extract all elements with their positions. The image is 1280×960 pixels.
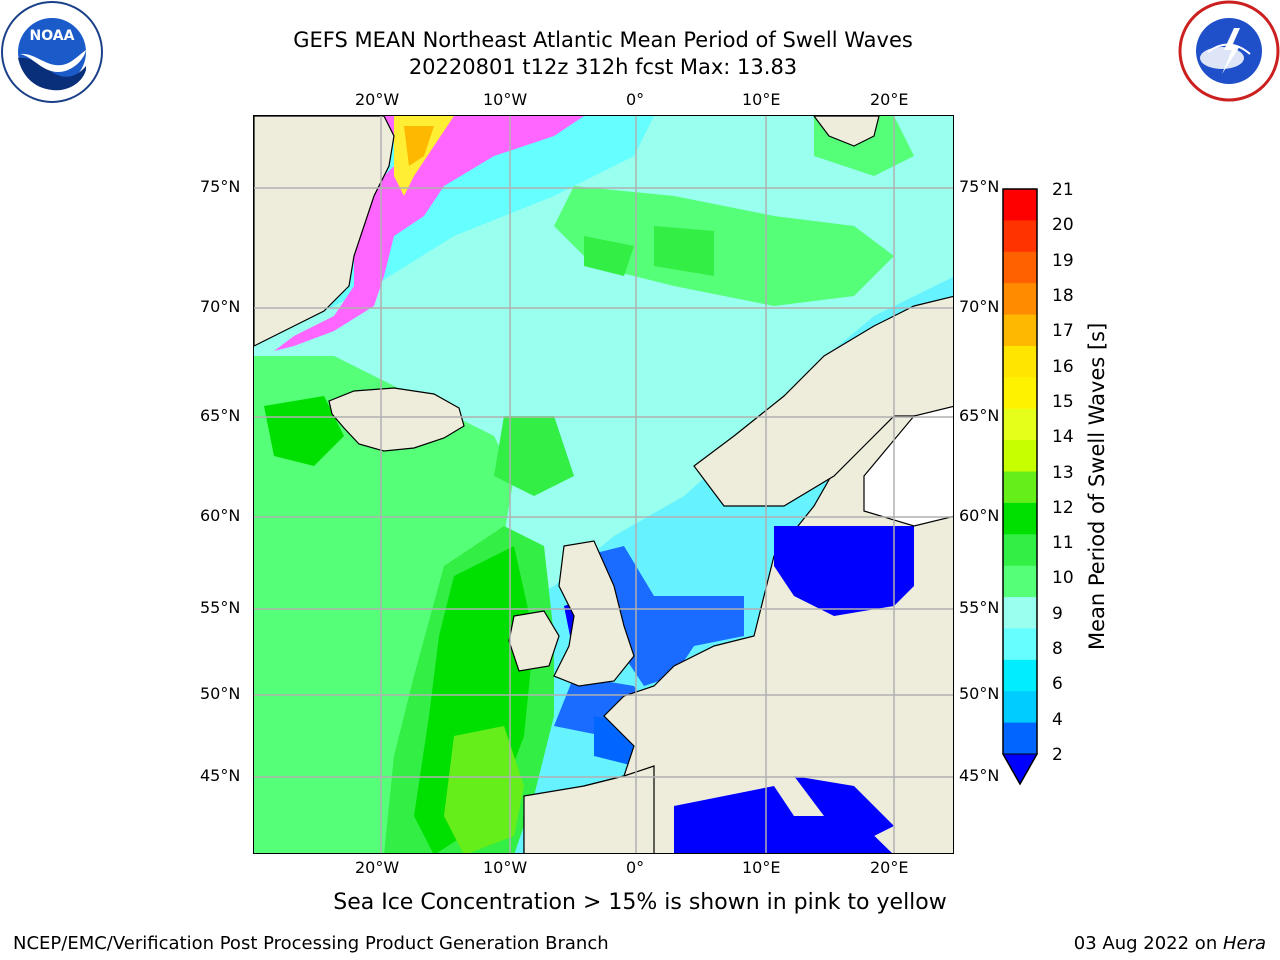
- colorbar-swatch: [1003, 691, 1037, 724]
- green-west: [254, 356, 514, 853]
- colorbar-swatch: [1003, 628, 1037, 661]
- colorbar-svg: [1002, 188, 1038, 786]
- colorbar-tick-label: 13: [1052, 462, 1074, 483]
- colorbar-tick-label: 14: [1052, 427, 1074, 448]
- lon-label-top-10e: 10°E: [742, 90, 781, 109]
- green-mid-north-2: [654, 226, 714, 276]
- lat-label-left-65n: 65°N: [200, 406, 241, 425]
- chart-title: GEFS MEAN Northeast Atlantic Mean Period…: [293, 28, 913, 52]
- colorbar-tick-label: 11: [1052, 533, 1074, 554]
- lat-label-left-45n: 45°N: [200, 766, 241, 785]
- yellow-green-core: [444, 726, 524, 853]
- colorbar-tick-label: 19: [1052, 250, 1074, 271]
- colorbar-swatch: [1003, 220, 1037, 253]
- colorbar-tick-label: 15: [1052, 391, 1074, 412]
- colorbar-swatch: [1003, 377, 1037, 410]
- lat-label-right-50n: 50°N: [959, 684, 1000, 703]
- lat-label-left-75n: 75°N: [200, 177, 241, 196]
- lon-label-bottom-0: 0°: [626, 858, 645, 877]
- lon-label-bottom-10w: 10°W: [483, 858, 528, 877]
- svalbard: [813, 116, 880, 147]
- svg-text:NOAA: NOAA: [30, 28, 75, 44]
- lon-label-bottom-20w: 20°W: [355, 858, 400, 877]
- colorbar-label: Mean Period of Swell Waves [s]: [1085, 322, 1109, 650]
- green-patch-iceland-south: [494, 416, 574, 496]
- colorbar-tick-label: 16: [1052, 356, 1074, 377]
- colorbar-tick-label: 6: [1052, 674, 1063, 695]
- lat-label-right-65n: 65°N: [959, 406, 1000, 425]
- lon-label-bottom-10e: 10°E: [742, 858, 781, 877]
- colorbar-tick-label: 20: [1052, 215, 1074, 236]
- ireland: [508, 610, 560, 672]
- nws-logo: [1178, 0, 1280, 102]
- colorbar-swatch: [1003, 314, 1037, 347]
- colorbar-tick-label: 9: [1052, 603, 1063, 624]
- chart-subtitle: 20220801 t12z 312h fcst Max: 13.83: [408, 55, 798, 79]
- lon-label-top-0: 0°: [626, 90, 645, 109]
- mediterranean: [674, 786, 892, 853]
- green-mid-north: [584, 236, 634, 276]
- lon-label-bottom-20e: 20°E: [870, 858, 909, 877]
- lat-label-right-70n: 70°N: [959, 297, 1000, 316]
- colorbar-swatch: [1003, 251, 1037, 284]
- baltic-sea: [774, 526, 914, 616]
- great-britain: [553, 540, 635, 687]
- colorbar-swatch: [1003, 283, 1037, 316]
- colorbar-ticks: 21 20 19 18 17 16 15 14 13 12 11 10 9 8 6 4 2: [1052, 180, 1112, 780]
- colorbar-swatch: [1003, 502, 1037, 535]
- colorbar-tick-label: 21: [1052, 180, 1074, 200]
- green-north-atlantic: [554, 186, 894, 306]
- sea-ice-note: Sea Ice Concentration > 15% is shown in …: [0, 890, 1280, 915]
- map-plot: [253, 115, 954, 854]
- colorbar-swatch: [1003, 534, 1037, 567]
- lat-label-left-70n: 70°N: [200, 297, 241, 316]
- colorbar-tick-label: 10: [1052, 568, 1074, 589]
- lat-label-left-50n: 50°N: [200, 684, 241, 703]
- green-denmark-strait: [264, 396, 344, 466]
- lat-label-right-45n: 45°N: [959, 766, 1000, 785]
- colorbar-tick-label: 4: [1052, 709, 1063, 730]
- gulf-of-bothnia: [863, 405, 953, 527]
- colorbar: [1000, 186, 1040, 786]
- colorbar-swatch: [1003, 440, 1037, 472]
- lat-label-left-55n: 55°N: [200, 598, 241, 617]
- adriatic: [794, 776, 894, 836]
- colorbar-swatch: [1003, 189, 1037, 221]
- colorbar-swatch: [1003, 345, 1037, 378]
- colorbar-outline: [1002, 188, 1038, 786]
- graticule: [254, 116, 953, 853]
- footer-date: 03 Aug 2022 on: [1073, 933, 1223, 954]
- footer-left: NCEP/EMC/Verification Post Processing Pr…: [13, 933, 609, 954]
- colorbar-tick-label: 17: [1052, 321, 1074, 342]
- sea-ice-orange: [404, 126, 434, 166]
- lon-label-top-10w: 10°W: [483, 90, 528, 109]
- sea-ice-pink: [274, 116, 584, 351]
- lon-label-top-20w: 20°W: [355, 90, 400, 109]
- colorbar-tick-label: 18: [1052, 285, 1074, 306]
- colorbar-swatch: [1003, 408, 1037, 441]
- map-svg: [254, 116, 953, 853]
- footer-right: 03 Aug 2022 on Hera: [1074, 933, 1266, 954]
- sea-ice-note-text: Sea Ice Concentration > 15% is shown in …: [333, 890, 947, 915]
- iceland: [328, 387, 465, 452]
- colorbar-swatch: [1003, 597, 1037, 629]
- colorbar-swatch: [1003, 471, 1037, 504]
- lat-label-left-60n: 60°N: [200, 506, 241, 525]
- lat-label-right-55n: 55°N: [959, 598, 1000, 617]
- iberia: [523, 765, 655, 853]
- noaa-logo: NOAA: [0, 0, 104, 104]
- greenland: [254, 116, 395, 347]
- colorbar-swatch: [1003, 722, 1037, 755]
- lat-label-right-75n: 75°N: [959, 177, 1000, 196]
- scandinavia: [693, 295, 953, 507]
- footer-host: Hera: [1222, 933, 1266, 954]
- colorbar-tick-label: 12: [1052, 497, 1074, 518]
- colorbar-tick-label: 8: [1052, 639, 1063, 660]
- colorbar-swatch: [1003, 565, 1037, 598]
- lat-label-right-60n: 60°N: [959, 506, 1000, 525]
- colorbar-swatch: [1003, 659, 1037, 692]
- colorbar-tick-label: 2: [1052, 745, 1063, 765]
- lon-label-top-20e: 20°E: [870, 90, 909, 109]
- colorbar-extend-triangle: [1002, 753, 1038, 786]
